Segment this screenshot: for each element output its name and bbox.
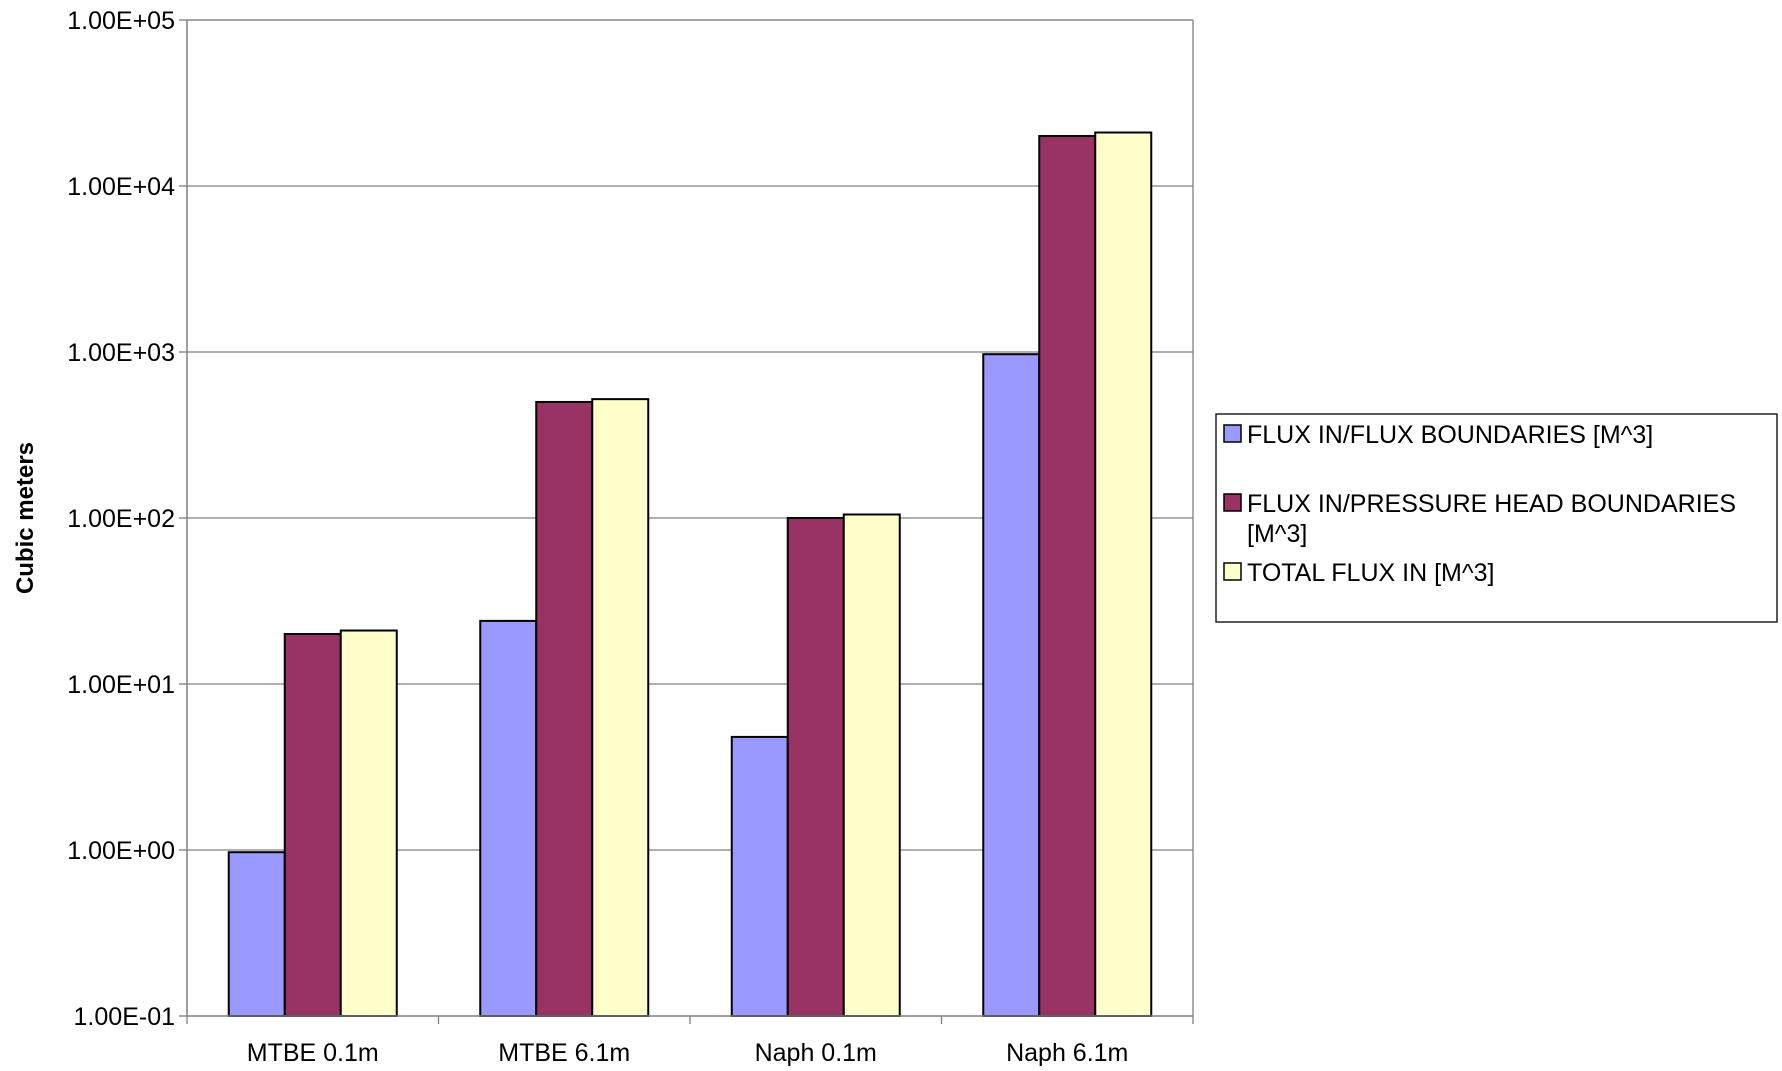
bar <box>535 400 594 1017</box>
legend-label: FLUX IN/FLUX BOUNDARIES [M^3] <box>1247 421 1653 449</box>
x-tick-labels: MTBE 0.1m MTBE 6.1m Naph 0.1m Naph 6.1m <box>247 1039 1129 1067</box>
bar <box>982 353 1041 1018</box>
bars <box>227 131 1153 1018</box>
bar <box>1094 131 1153 1017</box>
legend: FLUX IN/FLUX BOUNDARIES [M^3] FLUX IN/PRE… <box>1215 413 1778 623</box>
bar <box>283 633 342 1017</box>
y-tick-label: 1.00E-01 <box>74 1003 175 1031</box>
x-tick-label: Naph 0.1m <box>755 1039 877 1067</box>
y-tick-label: 1.00E+01 <box>67 671 175 699</box>
legend-swatch <box>1223 424 1242 443</box>
bar <box>591 398 650 1017</box>
bar <box>730 735 789 1017</box>
legend-label: TOTAL FLUX IN [M^3] <box>1247 559 1494 587</box>
x-tick-label: MTBE 0.1m <box>247 1039 379 1067</box>
y-tick-label: 1.00E+00 <box>67 837 175 865</box>
legend-swatch <box>1223 562 1242 581</box>
legend-swatch <box>1223 493 1242 512</box>
legend-label: [M^3] <box>1247 520 1307 548</box>
bar <box>842 513 901 1018</box>
bar <box>786 517 845 1017</box>
y-tick-label: 1.00E+05 <box>67 7 175 35</box>
bar <box>1038 135 1097 1018</box>
legend-label: FLUX IN/PRESSURE HEAD BOUNDARIES <box>1247 490 1736 518</box>
y-tick-labels: 1.00E-01 1.00E+00 1.00E+01 1.00E+02 1.00E+03… <box>67 7 175 1031</box>
y-tick-label: 1.00E+02 <box>67 505 175 533</box>
axes <box>179 19 1194 1024</box>
y-tick-label: 1.00E+04 <box>67 173 175 201</box>
x-tick-label: Naph 6.1m <box>1006 1039 1128 1067</box>
legend-box <box>1215 413 1778 623</box>
bar <box>339 629 398 1017</box>
y-axis-title: Cubic meters <box>12 442 39 594</box>
y-tick-label: 1.00E+03 <box>67 339 175 367</box>
x-tick-label: MTBE 6.1m <box>498 1039 630 1067</box>
bar <box>227 851 286 1017</box>
bar <box>479 619 538 1017</box>
